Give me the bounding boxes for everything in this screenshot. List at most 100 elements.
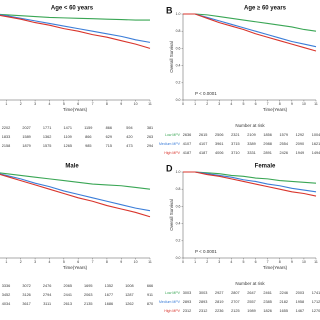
at-risk-count: 4187 <box>183 151 191 155</box>
at-risk-count: 1958 <box>296 300 304 304</box>
at-risk-count: 2109 <box>247 133 255 137</box>
panel-letter: D <box>166 163 173 173</box>
at-risk-count: 594 <box>126 126 132 130</box>
at-risk-count: 2557 <box>247 300 255 304</box>
x-tick-label: 8 <box>279 260 281 264</box>
risk-title: Number at risk <box>235 123 265 128</box>
at-risk-count: 1265 <box>63 144 71 148</box>
at-risk-count: 1655 <box>280 309 288 313</box>
x-tick-label: 4 <box>48 260 50 264</box>
x-axis-title: Time(Years) <box>63 107 88 112</box>
at-risk-count: 263 <box>147 135 153 139</box>
at-risk-count: 2554 <box>280 142 288 146</box>
at-risk-count: 1575 <box>43 144 51 148</box>
at-risk-count: 3126 <box>22 293 30 297</box>
at-risk-count: 2893 <box>199 300 207 304</box>
at-risk-count: 3336 <box>2 284 10 288</box>
at-risk-count: 2647 <box>247 291 255 295</box>
x-tick-label: 5 <box>63 102 65 106</box>
y-tick-label: 1.0 <box>176 12 181 16</box>
at-risk-count: 2426 <box>280 151 288 155</box>
x-tick-label: 4 <box>48 102 50 106</box>
x-tick-label: 11 <box>148 260 152 264</box>
at-risk-count: 2246 <box>280 291 288 295</box>
y-tick-label: 0.2 <box>176 239 181 243</box>
x-tick-label: 1 <box>194 260 196 264</box>
risk-title: Number at risk <box>235 281 265 286</box>
at-risk-count: 4187 <box>199 151 207 155</box>
x-tick-label: 7 <box>267 102 269 106</box>
at-risk-count: 2819 <box>215 300 223 304</box>
at-risk-count: 1589 <box>22 135 30 139</box>
x-tick-label: 2 <box>206 260 208 264</box>
at-risk-count: 1856 <box>263 133 271 137</box>
at-risk-count: 985 <box>85 144 91 148</box>
at-risk-count: 473 <box>126 144 132 148</box>
survival-curve <box>183 13 317 48</box>
at-risk-count: 2065 <box>63 284 71 288</box>
at-risk-count: 1494 <box>312 151 320 155</box>
at-risk-count: 1686 <box>105 302 113 306</box>
at-risk-count: 1362 <box>43 135 51 139</box>
at-risk-count: 2707 <box>231 300 239 304</box>
x-tick-label: 11 <box>314 260 318 264</box>
survival-curve <box>183 171 317 197</box>
at-risk-count: 2893 <box>183 300 191 304</box>
at-risk-count: 4006 <box>215 151 223 155</box>
x-tick-label: 5 <box>63 260 65 264</box>
survival-curve <box>183 13 317 52</box>
y-axis-title: Overall Survival <box>169 41 174 73</box>
at-risk-count: 3389 <box>247 142 255 146</box>
x-tick-label: 9 <box>120 102 122 106</box>
at-risk-count: 3710 <box>231 151 239 155</box>
x-tick-label: 7 <box>267 260 269 264</box>
at-risk-count: 2182 <box>280 300 288 304</box>
x-tick-label: 0 <box>182 102 184 106</box>
at-risk-count: 3715 <box>231 142 239 146</box>
y-tick-label: 0.2 <box>176 81 181 85</box>
survival-curve <box>0 14 151 43</box>
at-risk-count: 2636 <box>183 133 191 137</box>
at-risk-count: 1879 <box>22 144 30 148</box>
panel-title: Age ≥ 60 years <box>244 6 287 12</box>
panel-title: Male <box>65 164 79 170</box>
x-tick-label: 1 <box>5 102 7 106</box>
at-risk-count: 1292 <box>296 133 304 137</box>
at-risk-count: 2321 <box>231 133 239 137</box>
legend-label: High MPV <box>164 151 180 155</box>
x-tick-label: 1 <box>194 102 196 106</box>
x-tick-label: 4 <box>230 102 232 106</box>
at-risk-count: 1159 <box>84 126 92 130</box>
at-risk-count: 2461 <box>263 291 271 295</box>
at-risk-count: 3331 <box>247 151 255 155</box>
at-risk-count: 1677 <box>105 293 113 297</box>
at-risk-count: 4034 <box>2 302 10 306</box>
at-risk-count: 1826 <box>263 309 271 313</box>
at-risk-count: 2927 <box>215 291 223 295</box>
x-tick-label: 11 <box>314 102 318 106</box>
x-tick-label: 5 <box>242 260 244 264</box>
x-axis-title: Time(Years) <box>263 265 288 270</box>
at-risk-count: 1270 <box>312 309 320 313</box>
at-risk-count: 2312 <box>183 309 191 313</box>
at-risk-count: 2613 <box>63 302 71 306</box>
p-value: P < 0.0001 <box>195 249 217 254</box>
x-tick-label: 2 <box>206 102 208 106</box>
at-risk-count: 1008 <box>125 284 133 288</box>
y-tick-label: 0.6 <box>176 204 181 208</box>
x-tick-label: 8 <box>279 102 281 106</box>
x-tick-label: 3 <box>218 102 220 106</box>
at-risk-count: 629 <box>106 135 112 139</box>
legend-label: Medium MPV <box>159 142 181 146</box>
x-tick-label: 6 <box>77 260 79 264</box>
x-tick-label: 6 <box>255 102 257 106</box>
at-risk-count: 1712 <box>312 300 320 304</box>
at-risk-count: 870 <box>147 302 153 306</box>
at-risk-count: 1467 <box>296 309 304 313</box>
x-tick-label: 9 <box>291 102 293 106</box>
at-risk-count: 294 <box>147 144 153 148</box>
at-risk-count: 3111 <box>43 302 51 306</box>
at-risk-count: 2615 <box>199 133 207 137</box>
x-tick-label: 1 <box>5 260 7 264</box>
